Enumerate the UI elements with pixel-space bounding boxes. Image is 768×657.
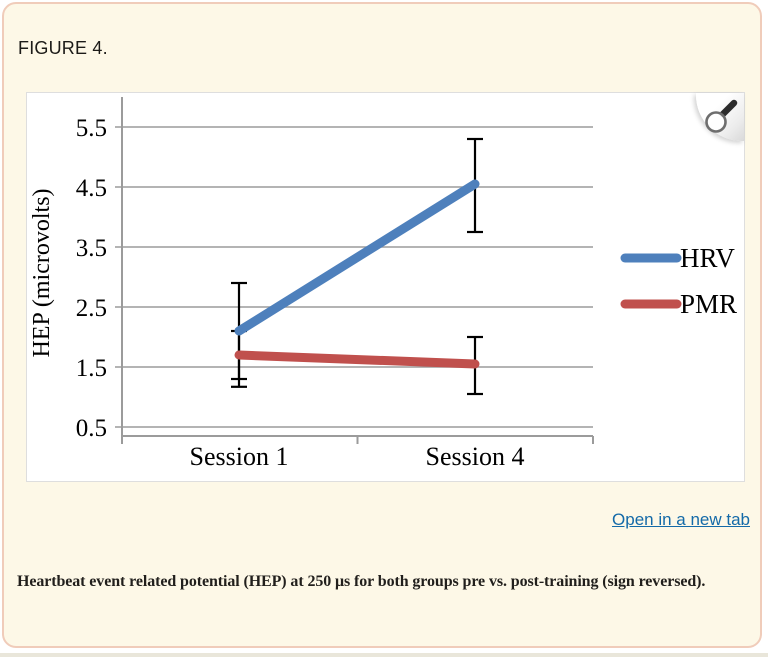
hep-line-chart: 0.5 1.5 2.5 3.5 4.5 5.5 HEP (microvolts) Sessio…: [29, 97, 737, 471]
open-in-new-tab-link[interactable]: Open in a new tab: [612, 510, 750, 529]
figure-image[interactable]: 0.5 1.5 2.5 3.5 4.5 5.5 HEP (microvolts) Sessio…: [26, 92, 745, 482]
svg-text:HRV: HRV: [680, 243, 735, 273]
svg-text:0.5: 0.5: [76, 415, 107, 442]
svg-text:Session 1: Session 1: [190, 442, 289, 471]
svg-text:3.5: 3.5: [76, 235, 107, 262]
svg-text:PMR: PMR: [680, 289, 737, 319]
svg-text:1.5: 1.5: [76, 355, 107, 382]
svg-text:2.5: 2.5: [76, 295, 107, 322]
svg-text:Session 4: Session 4: [426, 442, 525, 471]
magnifier-icon: [705, 99, 738, 133]
zoom-figure-button[interactable]: [696, 93, 744, 141]
next-section-edge: [0, 653, 768, 657]
svg-text:HEP (microvolts): HEP (microvolts): [29, 188, 55, 357]
svg-text:5.5: 5.5: [76, 115, 107, 142]
figure-label: FIGURE 4.: [18, 38, 108, 58]
svg-text:4.5: 4.5: [76, 175, 107, 202]
figure-caption: Heartbeat event related potential (HEP) …: [17, 573, 706, 590]
